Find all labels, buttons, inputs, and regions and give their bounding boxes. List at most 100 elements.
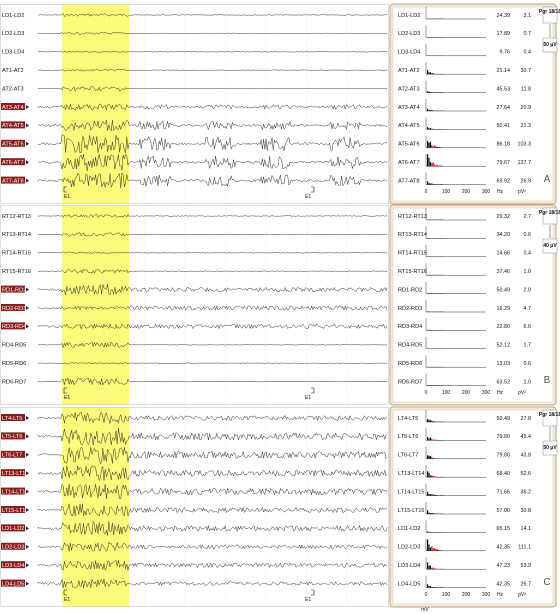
channel-marker [26, 324, 29, 329]
spectrum-bar [434, 145, 436, 148]
eeg-trace [37, 427, 388, 446]
trace-frame [0, 407, 389, 607]
spectrum-channel-label: RD1-RD2 [398, 287, 422, 293]
spectrum-bar [435, 165, 437, 167]
power-value: 36.2 [521, 489, 532, 495]
channel-label-bg [1, 450, 25, 458]
spectrum-bar [428, 472, 430, 478]
channel-marker [26, 178, 29, 183]
spectrum-bar [431, 546, 433, 551]
spectrum-bar [429, 141, 431, 148]
power-value: 2.7 [524, 214, 532, 220]
power-value: 43.8 [521, 453, 532, 459]
spectrum-bar [427, 181, 429, 185]
eeg-trace [37, 362, 388, 365]
spectrum-bar [428, 493, 430, 496]
power-value: 1.0 [524, 379, 532, 385]
axis-tick-label: 300 [482, 592, 491, 598]
spectrum-bar [438, 147, 440, 148]
spectrum-bar [429, 420, 431, 422]
spectrum-bar [428, 544, 430, 551]
amplitude-value: 50.49 [497, 416, 511, 422]
eeg-trace [37, 32, 388, 35]
channel-label-bg [1, 487, 25, 495]
spectrum-bar [431, 128, 433, 130]
channel-marker [26, 141, 29, 146]
spectrum-bar [427, 311, 429, 312]
spectrum-bar [429, 475, 431, 478]
axis-tick-label: 0 [425, 592, 428, 598]
eeg-trace [37, 172, 388, 189]
spectrum-bar [434, 439, 436, 441]
spectrum-bar [429, 72, 431, 75]
power-value: 26.9 [521, 178, 532, 184]
scale-badge [542, 238, 558, 254]
axis-tick-label: 300 [482, 189, 491, 195]
channel-label-bg [1, 432, 25, 440]
power-value: 52.6 [521, 471, 532, 477]
eeg-trace [37, 119, 388, 132]
spectrum-channel-label: LT6-LT7 [398, 453, 418, 459]
axis-tick-label: 100 [442, 189, 451, 195]
channel-label: RT14-RT15 [2, 251, 31, 257]
spectrum-bar [434, 476, 436, 478]
spectrum-bar [429, 565, 431, 570]
spectrum-bar [436, 549, 438, 551]
spectrum-bar [434, 164, 436, 167]
eeg-trace [37, 483, 388, 500]
spectrum-bar [429, 161, 431, 167]
spectrum-bar [431, 587, 433, 588]
power-value: 20.9 [521, 105, 532, 111]
spectrum-channel-label: RD2-RD3 [398, 306, 422, 312]
power-value: 103.3 [518, 142, 532, 148]
eeg-trace [37, 520, 388, 536]
spectrum-bar [428, 329, 430, 331]
channel-label: LD3-LD4 [2, 50, 24, 56]
channel-label-bg [1, 469, 25, 477]
event-label-1: E1 [64, 194, 70, 200]
spectrum-channel-label: AT1-AT2 [398, 68, 420, 74]
channel-label: RD1-RD2 [2, 287, 26, 293]
spectrum-bar [434, 421, 436, 422]
page-badge-text: Pgr 18/18 [539, 9, 560, 15]
scale-badge-text: 40 μV [543, 243, 557, 249]
channel-label: RD6-RD7 [2, 379, 26, 385]
spectrum-bar [431, 144, 433, 148]
channel-label: RD4-RD5 [2, 343, 26, 349]
spectrum-channel-label: LD4-LD5 [398, 581, 420, 587]
spectrum-channel-label: LT13-LT14 [398, 471, 425, 477]
amplitude-value: 17.89 [497, 31, 511, 37]
spectrum-channel-label: LD3-LD4 [398, 563, 420, 569]
channel-marker [26, 544, 29, 549]
eeg-trace [37, 86, 388, 92]
spectrum-bar [436, 165, 438, 167]
spectrum-bar [432, 146, 434, 148]
spectrum-channel-label: RT12-RT13 [398, 214, 427, 220]
eeg-trace [37, 446, 388, 465]
event-label-2: E1 [305, 597, 311, 603]
amplitude-value: 42.35 [497, 545, 511, 551]
event-label-2: E1 [305, 395, 311, 401]
page-badge-text: Pgr 18/18 [539, 210, 560, 216]
power-value: 0.6 [524, 232, 532, 238]
amplitude-value: 47.23 [497, 563, 511, 569]
spectra-inner [392, 409, 554, 605]
axis-tick-label: 300 [482, 390, 491, 396]
amplitude-value: 86.18 [497, 142, 511, 148]
spectrum-bar [431, 456, 433, 459]
spectrum-channel-label: RT13-RT14 [398, 232, 427, 238]
channel-label: AT3-AT4 [2, 105, 24, 111]
page-badge [542, 207, 558, 225]
spectrum-bar [435, 439, 437, 441]
spectrum-bar [432, 475, 434, 478]
spectrum-channel-label: AT3-AT4 [398, 105, 420, 111]
power-value: 21.3 [521, 123, 532, 129]
spectrum-bar [427, 562, 429, 570]
spectrum-bar [427, 539, 429, 551]
channel-label-bg [1, 561, 25, 569]
spectrum-channel-label: LT4-LT5 [398, 416, 418, 422]
spectrum-channel-label: RD5-RD6 [398, 361, 422, 367]
spectrum-bar [432, 587, 434, 588]
amplitude-value: 69.92 [497, 178, 511, 184]
